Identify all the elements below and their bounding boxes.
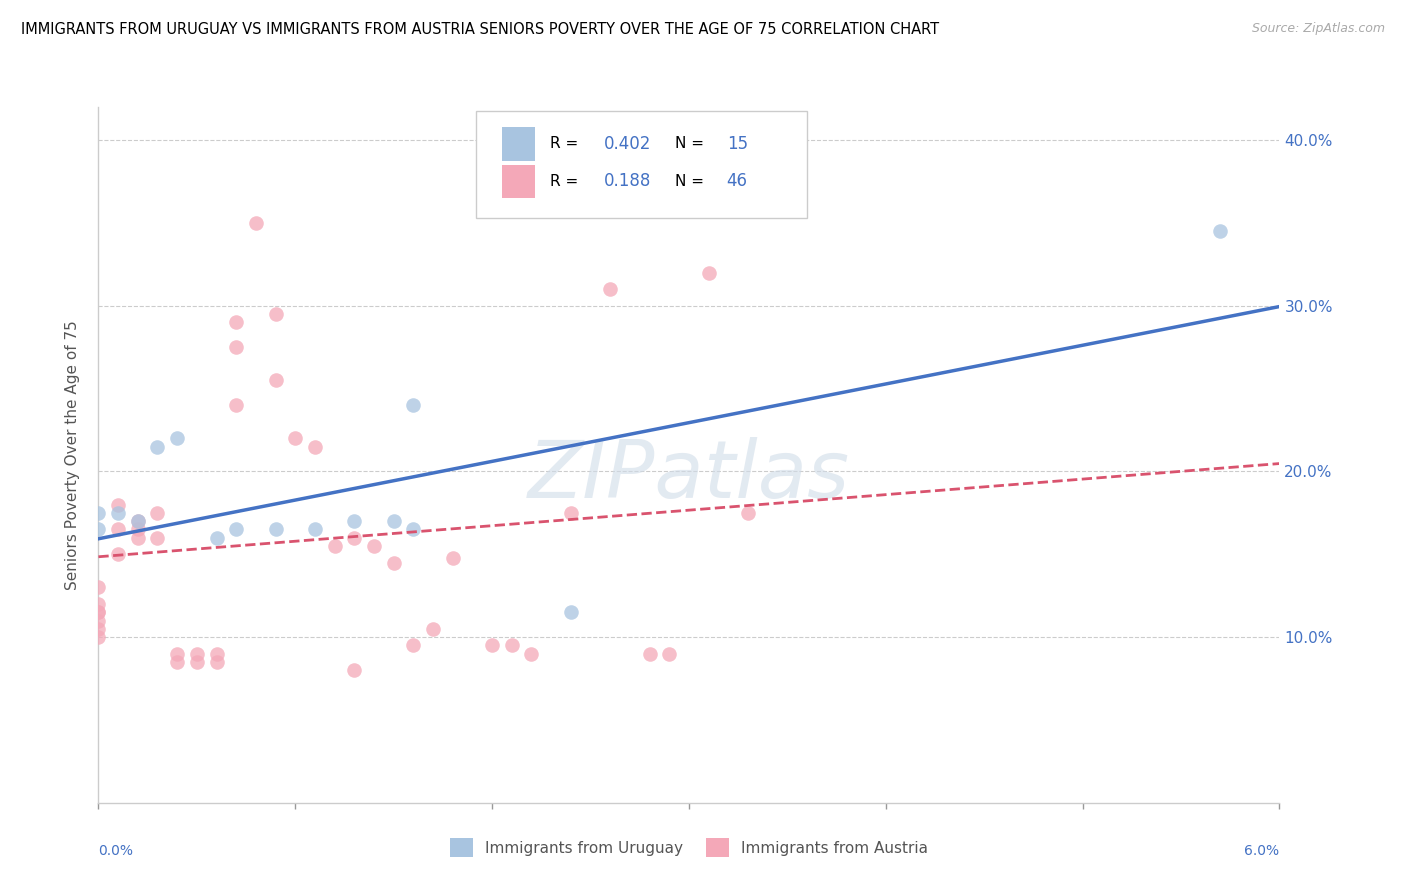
Text: 15: 15 <box>727 135 748 153</box>
Point <box>441 550 464 565</box>
Point <box>87 622 110 636</box>
Text: R =: R = <box>550 174 588 189</box>
Point <box>87 605 110 619</box>
Point <box>146 506 169 520</box>
Point <box>284 431 307 445</box>
Text: IMMIGRANTS FROM URUGUAY VS IMMIGRANTS FROM AUSTRIA SENIORS POVERTY OVER THE AGE : IMMIGRANTS FROM URUGUAY VS IMMIGRANTS FR… <box>21 22 939 37</box>
Text: 46: 46 <box>727 172 748 191</box>
Point <box>245 216 267 230</box>
Point <box>107 506 129 520</box>
Point <box>87 630 110 644</box>
Text: R =: R = <box>550 136 582 152</box>
Point <box>127 514 149 528</box>
Y-axis label: Seniors Poverty Over the Age of 75: Seniors Poverty Over the Age of 75 <box>65 320 80 590</box>
Point <box>737 506 759 520</box>
Text: ZIPatlas: ZIPatlas <box>527 437 851 515</box>
Point <box>560 506 582 520</box>
Text: 0.402: 0.402 <box>605 135 651 153</box>
Point <box>343 531 366 545</box>
Point <box>107 498 129 512</box>
Text: N =: N = <box>675 174 709 189</box>
Point <box>127 514 149 528</box>
Text: 6.0%: 6.0% <box>1244 844 1279 858</box>
Point <box>87 614 110 628</box>
Point <box>304 440 326 454</box>
Point <box>658 647 681 661</box>
Point <box>127 531 149 545</box>
Point <box>186 647 208 661</box>
Point <box>402 639 425 653</box>
Point <box>87 597 110 611</box>
Point <box>599 282 621 296</box>
Text: 0.188: 0.188 <box>605 172 651 191</box>
Point <box>560 605 582 619</box>
Point <box>343 663 366 677</box>
Point <box>87 506 110 520</box>
Point <box>87 523 110 537</box>
Point <box>481 639 503 653</box>
Point <box>697 266 720 280</box>
Point <box>402 523 425 537</box>
Legend: Immigrants from Uruguay, Immigrants from Austria: Immigrants from Uruguay, Immigrants from… <box>443 830 935 864</box>
Text: N =: N = <box>675 136 709 152</box>
FancyBboxPatch shape <box>477 111 807 219</box>
Point <box>343 514 366 528</box>
Point <box>166 647 188 661</box>
Point <box>264 373 287 387</box>
Point <box>225 315 247 329</box>
Text: Source: ZipAtlas.com: Source: ZipAtlas.com <box>1251 22 1385 36</box>
Point <box>205 655 228 669</box>
Point <box>402 398 425 412</box>
Point <box>87 605 110 619</box>
Point <box>225 523 247 537</box>
Point <box>146 531 169 545</box>
Point <box>205 531 228 545</box>
Point <box>225 398 247 412</box>
Point <box>107 523 129 537</box>
Point <box>107 547 129 561</box>
Point <box>127 523 149 537</box>
Point <box>225 340 247 354</box>
Point <box>146 440 169 454</box>
Point <box>501 639 523 653</box>
Point <box>264 523 287 537</box>
Point <box>304 523 326 537</box>
Point <box>264 307 287 321</box>
FancyBboxPatch shape <box>502 165 536 198</box>
Point <box>205 647 228 661</box>
Point <box>382 556 405 570</box>
Point <box>520 647 543 661</box>
Point <box>363 539 385 553</box>
Point <box>166 655 188 669</box>
Point <box>1209 224 1232 238</box>
Point <box>382 514 405 528</box>
Point <box>186 655 208 669</box>
Text: 0.0%: 0.0% <box>98 844 134 858</box>
Point <box>422 622 444 636</box>
Point <box>638 647 661 661</box>
FancyBboxPatch shape <box>502 128 536 161</box>
Point <box>166 431 188 445</box>
Point <box>323 539 346 553</box>
Point <box>87 581 110 595</box>
